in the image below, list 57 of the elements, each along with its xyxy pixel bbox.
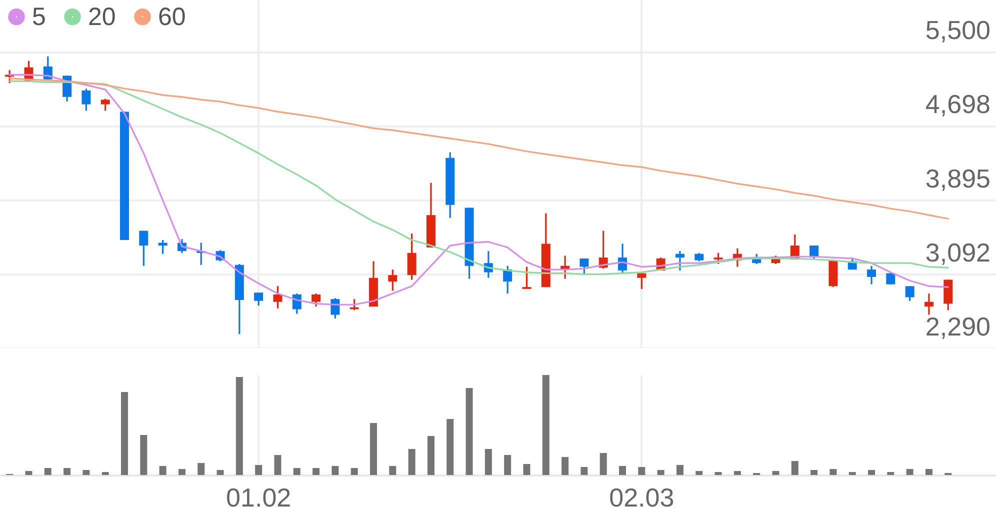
bar (810, 470, 818, 475)
bar (274, 455, 282, 475)
bar (734, 471, 741, 475)
bar (44, 468, 52, 475)
bar (216, 470, 224, 475)
y-tick-label: 2,290 (925, 312, 990, 342)
bar (82, 470, 90, 475)
bar (236, 377, 243, 475)
bar (523, 464, 530, 475)
bar (830, 469, 837, 475)
bar (198, 463, 205, 475)
bar (312, 468, 320, 475)
bar (868, 470, 875, 475)
bar (619, 466, 626, 475)
y-tick-label: 4,698 (925, 89, 990, 120)
legend-label: 20 (88, 2, 116, 31)
bar (293, 468, 300, 475)
bar (562, 457, 569, 475)
bar (159, 466, 166, 475)
bar (600, 453, 607, 475)
bar (64, 468, 71, 475)
bar (791, 461, 798, 475)
bar (370, 423, 377, 475)
bar (25, 471, 32, 475)
y-tick-label: 3,895 (925, 163, 990, 194)
bar (466, 388, 473, 475)
bar (350, 468, 358, 475)
x-tick-label: 01.02 (226, 482, 292, 512)
bar (714, 472, 722, 475)
bar (906, 469, 914, 475)
bar (696, 471, 703, 475)
bar (121, 392, 128, 475)
bar (580, 467, 588, 475)
bar (848, 472, 856, 475)
bar (408, 449, 416, 475)
x-tick-label: 02.03 (609, 482, 674, 512)
bar (638, 467, 646, 475)
bar (772, 471, 780, 475)
legend-label: 60 (158, 2, 186, 31)
bar (446, 419, 454, 475)
bar (676, 465, 684, 475)
bar (332, 466, 339, 475)
bar (542, 375, 550, 475)
bar (504, 455, 512, 475)
legend-label: 5 (32, 2, 46, 31)
y-tick-label: 5,500 (925, 15, 990, 46)
bar (140, 435, 148, 475)
bar (925, 469, 932, 475)
bar (427, 436, 434, 475)
bar (389, 466, 396, 475)
bar (178, 469, 186, 475)
bar (657, 470, 664, 475)
y-tick-label: 3,092 (925, 237, 990, 268)
bar (102, 472, 109, 475)
bar (484, 449, 492, 475)
bar (887, 472, 894, 475)
bar (255, 465, 262, 475)
